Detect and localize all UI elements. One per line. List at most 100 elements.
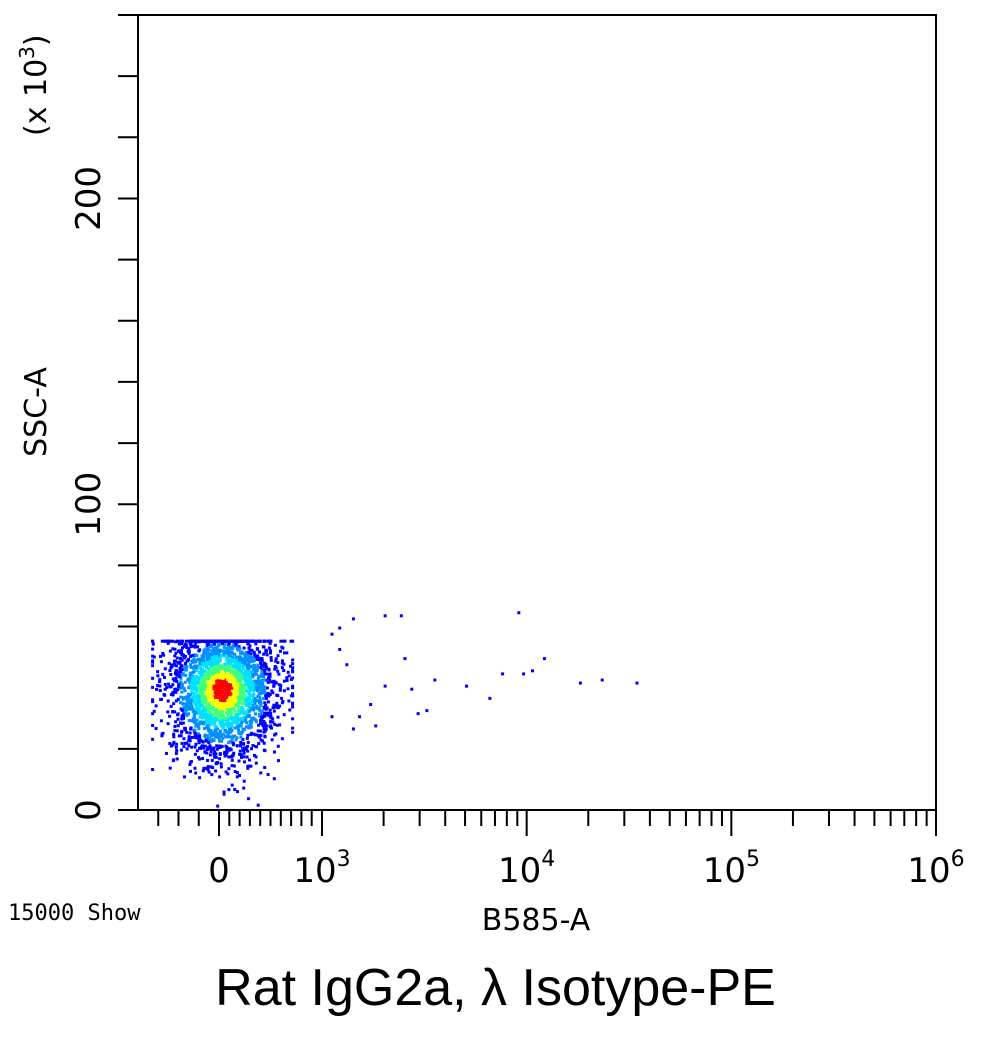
event-dot [166,710,170,714]
event-dot [191,675,195,679]
event-dot [216,693,220,697]
event-dot [266,773,270,776]
event-dot [172,663,176,667]
event-dot [205,736,209,740]
event-dot [241,657,245,661]
event-dot [210,773,214,777]
event-dot [263,722,267,725]
event-dot [230,783,234,787]
event-dot [202,727,206,730]
event-dot [156,674,160,678]
event-dot [282,662,286,666]
event-dot [204,690,208,694]
event-dot [218,775,222,779]
event-dot [188,681,192,685]
outlier-dot [531,669,535,673]
event-dot [184,668,188,672]
event-dot [202,649,206,653]
y-multiplier-label: (x 103) [15,34,54,136]
event-dot [180,682,184,686]
event-dot [238,639,242,643]
event-dot [245,689,249,693]
event-dot [238,663,242,667]
event-dot [207,770,211,774]
event-dot [262,697,266,701]
event-dot [221,686,225,690]
event-dot [202,746,206,750]
event-dot [243,728,246,731]
event-dot [193,702,197,706]
event-dot [168,714,172,718]
event-dot [248,688,252,692]
event-dot [189,769,192,773]
event-dot [238,688,242,692]
event-dot [203,663,207,667]
event-dot [229,675,233,679]
event-dot [231,644,235,648]
event-dot [203,750,207,754]
event-dot [251,657,255,660]
outlier-dot [433,678,437,682]
event-dot [211,748,215,752]
event-dot [229,698,233,702]
event-dot [237,704,241,708]
event-dot [218,676,222,680]
event-dot [206,689,210,693]
event-dot [194,687,198,691]
event-dot [240,651,244,654]
event-dot [248,677,252,680]
event-dot [208,744,212,748]
event-dot [254,642,258,646]
event-dot [241,709,245,713]
event-dot [203,676,207,680]
event-dot [242,683,245,687]
event-dot [226,696,229,700]
event-dot [285,679,289,682]
event-dot [265,724,269,728]
event-dot [205,680,209,684]
event-dot [237,716,241,720]
event-dot [203,708,207,712]
event-dot [194,653,197,657]
event-dot [211,672,215,675]
event-dot [182,656,186,660]
event-dot [277,672,281,676]
event-dot [220,654,223,657]
event-dot [218,732,222,736]
event-dot [255,706,259,710]
event-dot [259,771,263,775]
event-dot [278,688,282,692]
event-dot [216,668,220,671]
event-dot [199,709,203,713]
event-dot [291,639,295,643]
event-dot [258,658,262,662]
event-dot [227,670,231,674]
event-dot [175,656,179,660]
event-dot [219,712,223,716]
event-dot [225,656,229,660]
event-dot [231,743,235,747]
event-dot [201,689,205,693]
event-dot [217,664,221,668]
event-dot [259,704,263,708]
event-dot [244,703,248,707]
event-dot [221,699,225,703]
event-dot [208,658,212,662]
outlier-dot [403,657,407,661]
event-dot [216,718,220,722]
event-dot [235,736,239,740]
event-dot [274,705,278,709]
event-dot [232,691,236,695]
event-dot [175,680,179,683]
event-dot [247,703,251,707]
event-dot [202,766,206,770]
event-dot [159,654,162,658]
event-dot [169,693,173,696]
event-dot [248,644,252,648]
event-dot [240,721,244,725]
event-dot [237,724,241,728]
event-dot [166,641,170,645]
event-dot [171,743,175,747]
event-dot [212,708,216,712]
event-dot [259,661,263,665]
